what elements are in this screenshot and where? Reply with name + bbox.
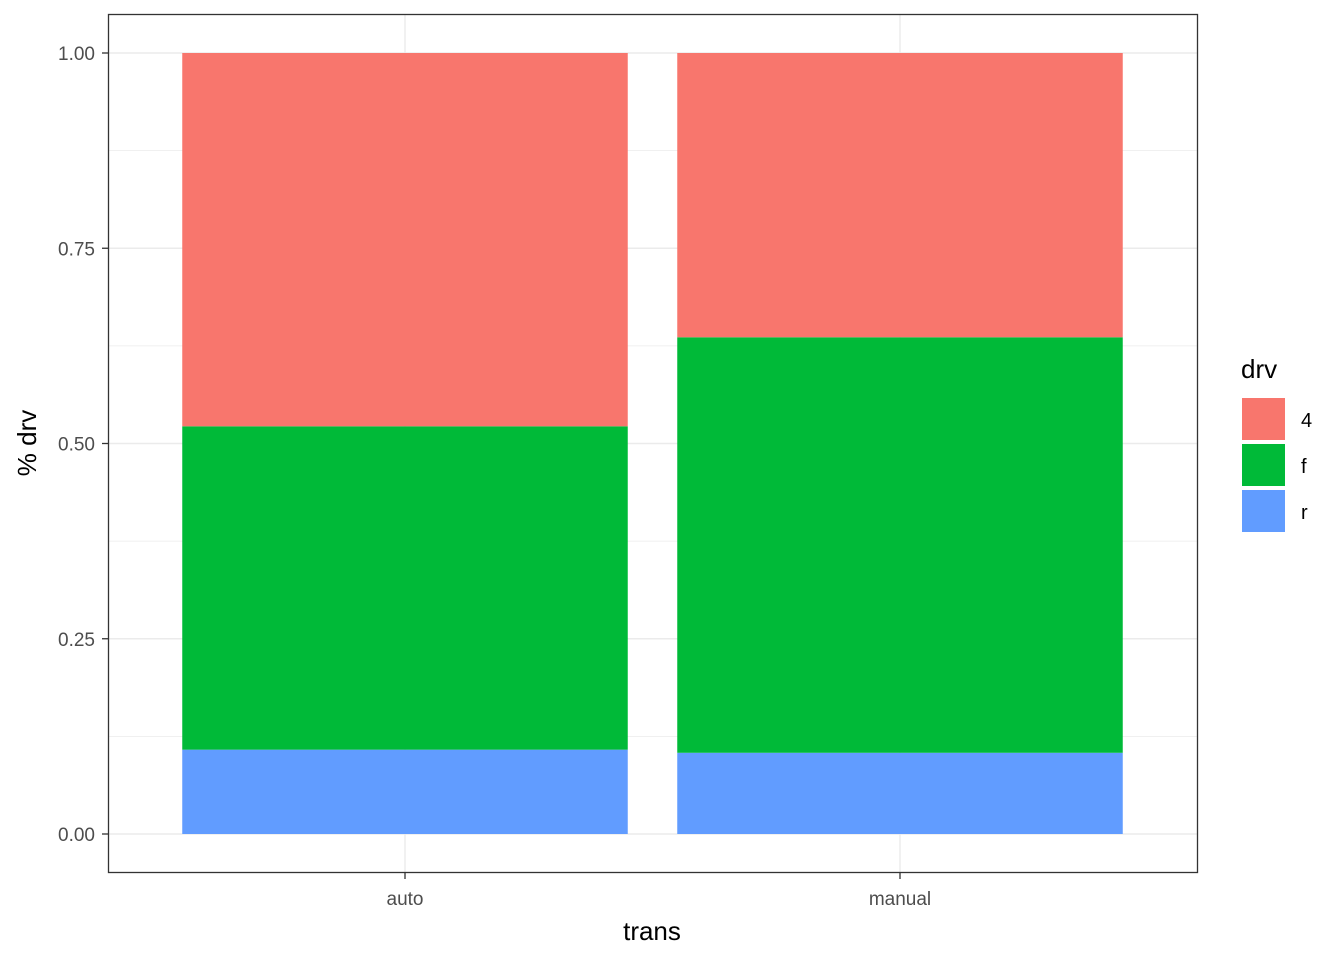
legend-key-4 (1242, 398, 1285, 440)
y-tick-label: 0.75 (58, 239, 95, 260)
x-axis: auto manual (387, 872, 931, 910)
panel-border (107, 13, 1199, 874)
bar-segment-auto-f (182, 426, 628, 750)
legend-title: drv (1241, 354, 1277, 384)
legend-label: 4 (1301, 410, 1312, 432)
x-tick-label: auto (387, 889, 424, 910)
bar-segment-manual-4 (677, 53, 1123, 338)
y-tick-label: 1.00 (58, 44, 95, 65)
y-axis: 0.00 0.25 0.50 0.75 1.00 (58, 44, 108, 846)
y-tick-label: 0.50 (58, 435, 95, 456)
legend-label: f (1301, 456, 1307, 478)
bar-segment-manual-r (677, 752, 1123, 834)
y-tick-label: 0.25 (58, 630, 95, 651)
x-tick-label: manual (869, 889, 931, 910)
bar-segment-auto-r (182, 749, 628, 834)
legend-key-r (1242, 490, 1285, 532)
legend-key-f (1242, 444, 1285, 486)
legend: drv 4 f r (1241, 354, 1312, 532)
y-tick-label: 0.00 (58, 825, 95, 846)
x-axis-title: trans (623, 916, 681, 946)
bars (182, 53, 1123, 834)
y-axis-title: % drv (12, 410, 42, 476)
bar-segment-auto-4 (182, 53, 628, 427)
bar-segment-manual-f (677, 337, 1123, 753)
legend-label: r (1301, 502, 1308, 524)
